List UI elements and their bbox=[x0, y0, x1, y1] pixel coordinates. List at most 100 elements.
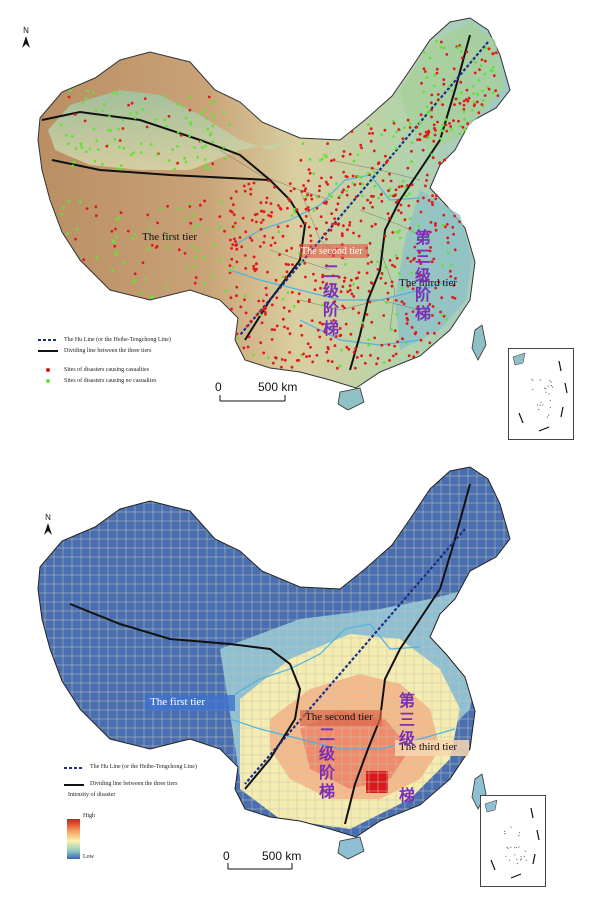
disaster-site-dot bbox=[406, 184, 409, 187]
disaster-site-dot bbox=[107, 115, 111, 119]
disaster-site-dot bbox=[387, 343, 391, 347]
disaster-site-dot bbox=[374, 222, 377, 226]
disaster-site-dot bbox=[411, 287, 415, 291]
disaster-site-dot bbox=[388, 359, 391, 362]
disaster-site-dot bbox=[448, 122, 451, 125]
inset-island-dot bbox=[540, 401, 542, 403]
disaster-site-dot bbox=[397, 185, 401, 189]
disaster-site-dot bbox=[369, 139, 373, 143]
disaster-site-dot bbox=[365, 271, 369, 275]
disaster-site-dot bbox=[342, 279, 346, 283]
disaster-site-dot bbox=[349, 332, 353, 336]
disaster-site-dot bbox=[232, 227, 236, 231]
inset-island-dot bbox=[545, 388, 547, 390]
disaster-site-dot bbox=[445, 53, 449, 56]
disaster-site-dot bbox=[252, 255, 256, 259]
disaster-site-dot bbox=[150, 243, 154, 247]
disaster-site-dot bbox=[480, 103, 484, 106]
disaster-site-dot bbox=[230, 257, 234, 261]
disaster-site-dot bbox=[330, 360, 334, 363]
disaster-site-dot bbox=[139, 142, 143, 146]
disaster-site-dot bbox=[484, 46, 488, 50]
disaster-site-dot bbox=[194, 276, 198, 279]
disaster-site-dot bbox=[430, 200, 434, 204]
disaster-site-dot bbox=[389, 179, 393, 183]
disaster-site-dot bbox=[430, 108, 433, 112]
disaster-site-dot bbox=[84, 96, 88, 100]
disaster-site-dot bbox=[415, 350, 419, 354]
disaster-site-dot bbox=[313, 288, 317, 291]
disaster-site-dot bbox=[371, 131, 375, 135]
scale-bar-icon bbox=[227, 863, 293, 870]
disaster-site-dot bbox=[391, 119, 395, 123]
disaster-site-dot bbox=[377, 196, 380, 200]
inset-island-dot bbox=[507, 847, 509, 849]
disaster-site-dot bbox=[344, 175, 348, 178]
disaster-intensity-map: The first tier The second tier The third… bbox=[0, 449, 592, 898]
disaster-site-dot bbox=[441, 124, 445, 127]
disaster-site-dot bbox=[325, 237, 328, 241]
disaster-site-dot bbox=[401, 337, 404, 341]
disaster-site-dot bbox=[261, 218, 265, 222]
disaster-site-dot bbox=[192, 265, 196, 269]
disaster-site-dot bbox=[394, 193, 397, 197]
legend-tier-line: Dividing line between the three tiers bbox=[64, 348, 152, 354]
disaster-site-dot bbox=[393, 265, 397, 268]
disaster-site-dot bbox=[189, 123, 193, 126]
disaster-site-dot bbox=[408, 122, 412, 125]
disaster-site-dot bbox=[386, 159, 389, 163]
disaster-site-dot bbox=[312, 272, 315, 276]
disaster-site-dot bbox=[442, 78, 446, 81]
disaster-site-dot bbox=[278, 206, 282, 210]
disaster-site-dot bbox=[393, 344, 396, 348]
disaster-site-dot bbox=[369, 127, 373, 131]
legend-casualty-sites: Sites of disasters causing casualties bbox=[64, 367, 149, 373]
disaster-site-dot bbox=[447, 85, 451, 88]
disaster-site-dot bbox=[453, 103, 456, 106]
disaster-site-dot bbox=[188, 202, 192, 206]
disaster-site-dot bbox=[408, 226, 412, 230]
disaster-site-dot bbox=[189, 221, 193, 225]
disaster-site-dot bbox=[273, 241, 277, 245]
disaster-site-dot bbox=[422, 50, 426, 54]
disaster-site-dot bbox=[342, 188, 345, 192]
intensity-color-ramp bbox=[67, 819, 80, 859]
first-tier-label: The first tier bbox=[142, 231, 197, 243]
disaster-site-dot bbox=[133, 233, 137, 236]
disaster-site-dot bbox=[84, 150, 88, 154]
disaster-site-dot bbox=[397, 128, 401, 131]
disaster-site-dot bbox=[367, 343, 370, 347]
disaster-site-dot bbox=[481, 89, 484, 93]
disaster-site-dot bbox=[370, 194, 373, 198]
disaster-site-dot bbox=[385, 301, 388, 305]
disaster-site-dot bbox=[260, 209, 264, 213]
disaster-site-dot bbox=[238, 236, 242, 239]
disaster-site-dot bbox=[118, 139, 122, 142]
disaster-site-dot bbox=[291, 263, 294, 266]
disaster-site-dot bbox=[444, 225, 447, 229]
disaster-site-dot bbox=[218, 225, 221, 229]
disaster-site-dot bbox=[384, 281, 387, 285]
disaster-site-dot bbox=[199, 218, 203, 221]
disaster-site-dot bbox=[365, 313, 369, 316]
disaster-site-dot bbox=[340, 190, 344, 194]
disaster-site-dot bbox=[368, 300, 372, 304]
disaster-site-dot bbox=[371, 282, 374, 285]
disaster-site-dot bbox=[428, 230, 432, 234]
disaster-site-dot bbox=[407, 204, 411, 208]
disaster-site-dot bbox=[357, 271, 361, 274]
disaster-site-dot bbox=[383, 234, 387, 238]
disaster-site-dot bbox=[333, 300, 337, 303]
disaster-site-dot bbox=[304, 198, 307, 201]
disaster-site-dot bbox=[363, 361, 367, 365]
disaster-site-dot bbox=[318, 189, 321, 193]
disaster-site-dot bbox=[255, 313, 259, 317]
disaster-site-dot bbox=[425, 278, 429, 282]
disaster-site-dot bbox=[121, 127, 125, 130]
hu-line-bottom bbox=[244, 528, 466, 785]
disaster-site-dot bbox=[494, 51, 498, 55]
disaster-site-dot bbox=[442, 82, 446, 86]
disaster-site-dot bbox=[463, 128, 467, 132]
disaster-site-dot bbox=[334, 222, 337, 226]
disaster-site-dot bbox=[177, 248, 181, 252]
